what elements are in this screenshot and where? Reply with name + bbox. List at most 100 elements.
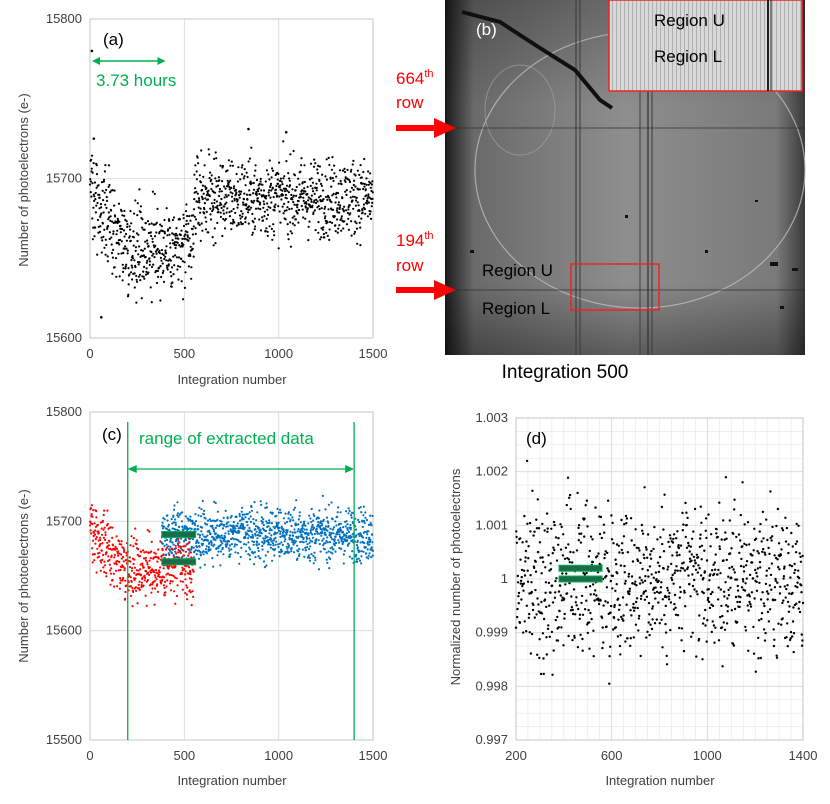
data-point [692, 565, 695, 568]
data-point [175, 537, 178, 540]
data-point [528, 631, 531, 634]
data-point [650, 573, 653, 576]
data-point [98, 536, 102, 539]
data-point [138, 273, 142, 276]
data-point [741, 545, 744, 548]
data-point [342, 562, 345, 565]
data-point [180, 537, 183, 540]
data-point [630, 614, 633, 617]
data-point [645, 595, 649, 598]
data-point [281, 550, 284, 553]
data-point [214, 177, 217, 180]
data-point [369, 522, 372, 525]
data-point [345, 532, 348, 535]
data-point [777, 622, 780, 625]
data-point [331, 156, 334, 159]
data-point [294, 531, 297, 534]
data-point [665, 654, 668, 658]
data-point [274, 548, 277, 551]
data-point [175, 256, 178, 259]
data-point [293, 174, 297, 177]
data-point [742, 565, 745, 568]
data-point [267, 539, 270, 542]
data-point [704, 529, 707, 532]
data-point [192, 208, 196, 211]
data-point [304, 217, 307, 220]
data-point [325, 231, 328, 234]
data-point [348, 509, 351, 512]
data-point [102, 528, 105, 531]
data-point [709, 545, 712, 548]
data-point [633, 543, 636, 547]
data-point [769, 490, 772, 493]
data-point [542, 672, 545, 676]
data-point [99, 203, 102, 206]
data-point [530, 632, 534, 636]
data-point [222, 217, 225, 221]
data-point [138, 580, 141, 583]
data-point [364, 188, 367, 191]
data-point [284, 512, 287, 515]
data-point [202, 513, 206, 516]
data-point [527, 616, 531, 619]
data-point [304, 206, 307, 209]
data-point [184, 550, 187, 553]
data-point [634, 623, 638, 626]
data-point [719, 572, 722, 575]
data-point [177, 537, 180, 540]
data-point [360, 555, 363, 558]
data-point [265, 564, 268, 567]
data-point [100, 549, 103, 552]
data-point [179, 233, 182, 237]
data-point [291, 534, 295, 537]
data-point [134, 577, 137, 580]
data-point [262, 560, 266, 563]
data-point [240, 166, 243, 169]
data-point [241, 523, 244, 526]
data-point [745, 543, 748, 547]
data-point [346, 168, 349, 171]
data-point [606, 601, 609, 604]
data-point [725, 537, 728, 540]
data-point [651, 618, 654, 621]
data-point [176, 514, 179, 517]
data-point [175, 227, 178, 230]
data-point [268, 532, 271, 535]
data-point [772, 599, 775, 602]
data-point [161, 549, 164, 552]
data-point [156, 269, 159, 273]
data-point [551, 601, 555, 604]
data-point [545, 653, 548, 656]
data-point [257, 207, 260, 210]
data-point [519, 537, 522, 540]
data-point [739, 539, 742, 542]
data-point [199, 207, 202, 210]
data-point [371, 201, 374, 204]
data-point [303, 528, 306, 531]
data-point [319, 194, 322, 198]
data-point [287, 238, 290, 241]
data-point [681, 567, 685, 570]
data-point [126, 223, 129, 226]
data-point [281, 194, 285, 197]
data-point [791, 591, 794, 595]
data-point [122, 560, 125, 563]
data-point [240, 546, 243, 549]
data-point [606, 551, 609, 555]
data-point [656, 561, 660, 564]
data-point [134, 586, 137, 589]
data-point [578, 613, 582, 616]
data-point [99, 538, 102, 542]
data-point [585, 499, 589, 502]
data-point [323, 212, 326, 215]
data-point [150, 222, 153, 225]
y-tick-label: 0.999 [475, 625, 508, 640]
data-point [169, 271, 172, 274]
data-point [358, 209, 361, 212]
data-point [143, 579, 146, 582]
data-point [715, 532, 718, 535]
data-point [179, 580, 182, 583]
data-point [613, 605, 616, 609]
panel-d-fit-segments [558, 564, 603, 583]
data-point [262, 200, 265, 203]
